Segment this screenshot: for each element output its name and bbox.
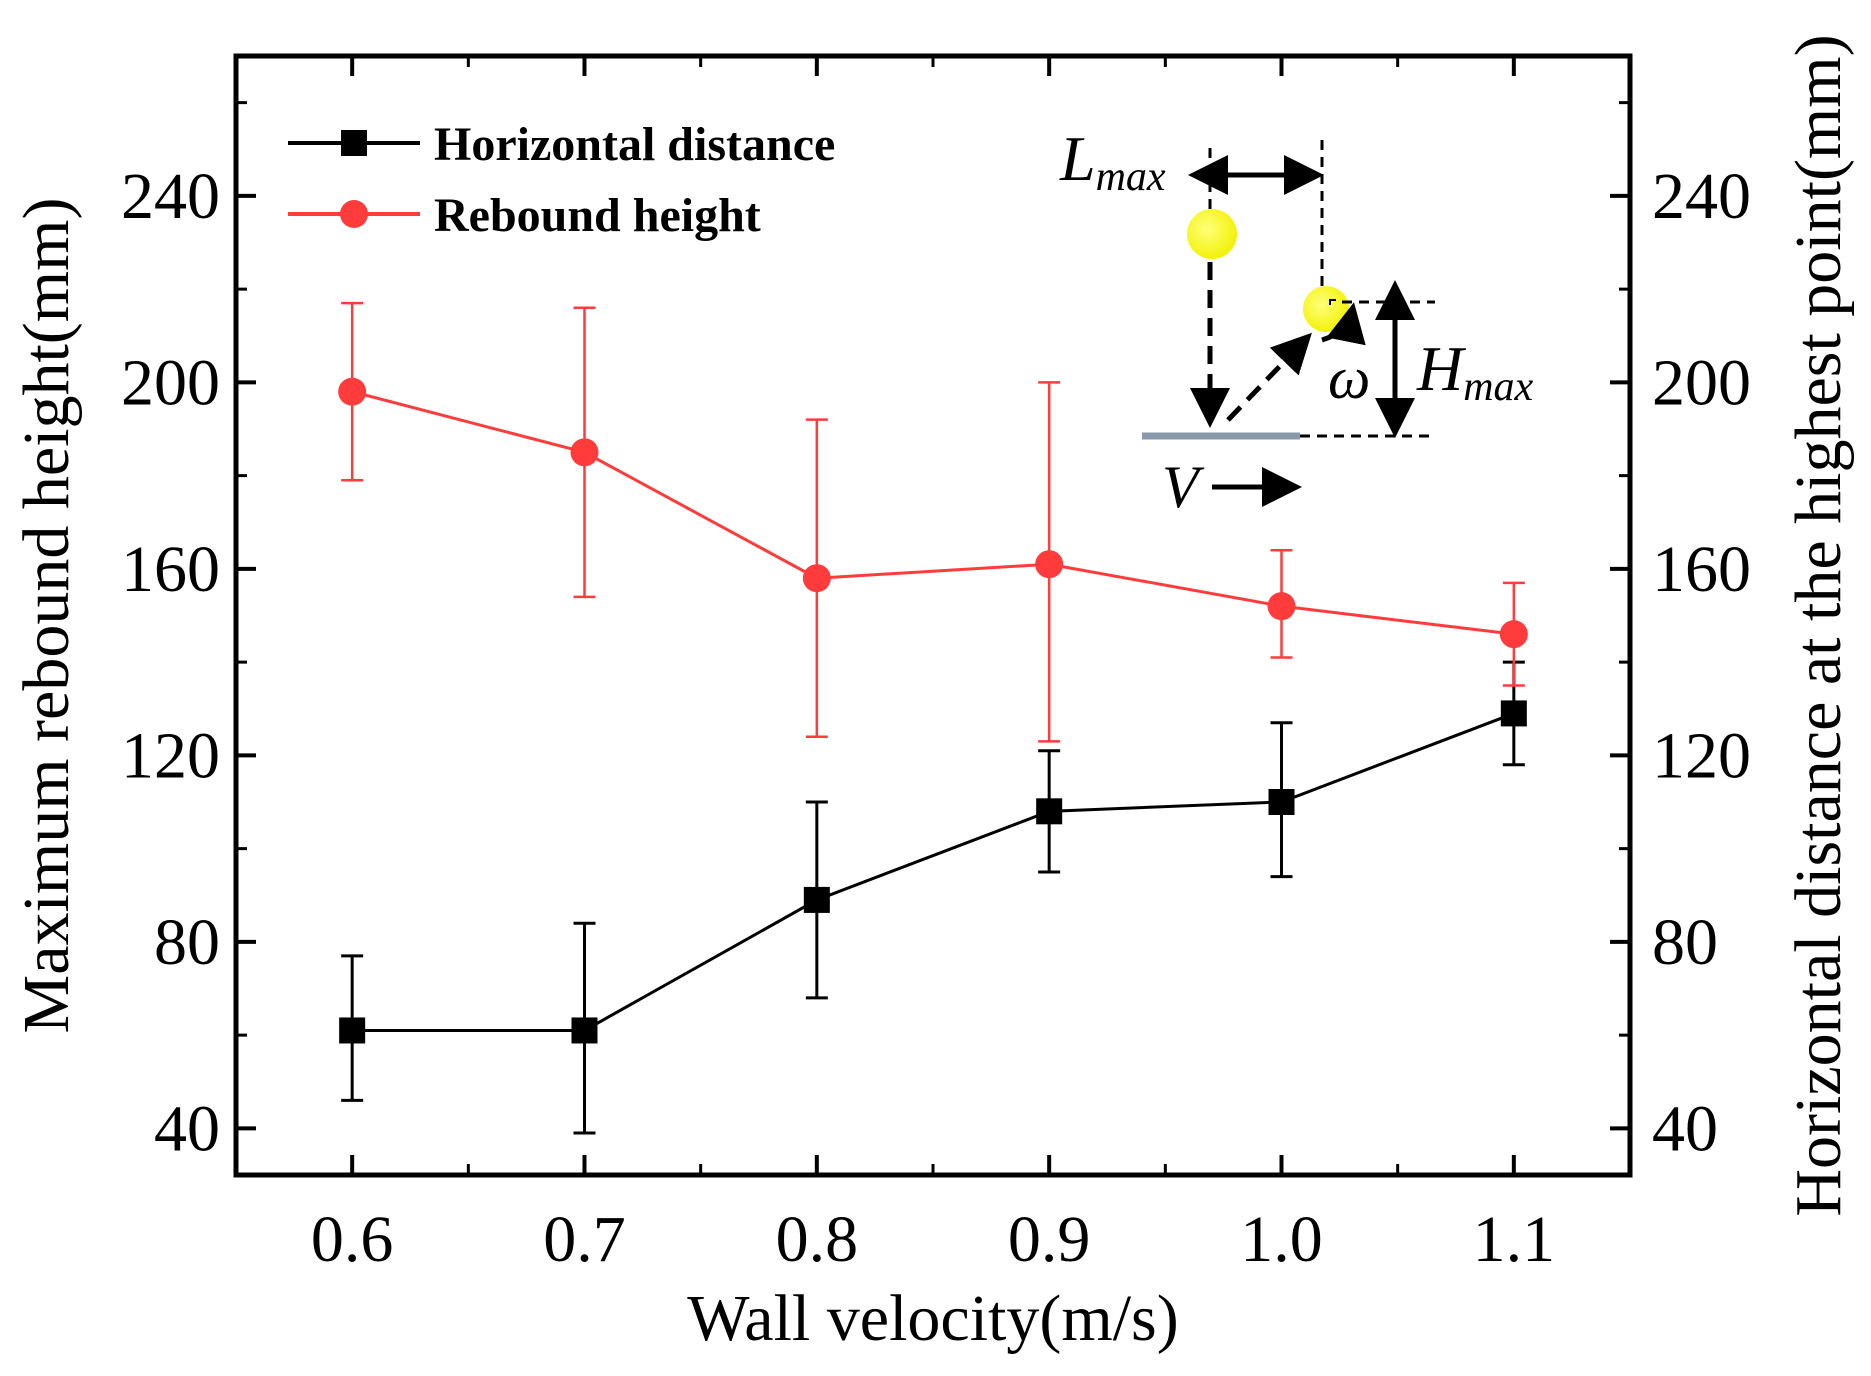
- data-point-rebound-height: [338, 377, 367, 406]
- inset-lmax-label: Lmax: [1059, 123, 1166, 200]
- legend-label-horizontal-distance: Horizontal distance: [434, 118, 835, 171]
- y-tick-label-left: 200: [121, 346, 220, 419]
- x-tick-label: 0.9: [1008, 1203, 1091, 1276]
- inset-rebound-arrow: [1226, 332, 1312, 422]
- legend-marker-horizontal-distance: [341, 130, 367, 156]
- x-tick-label: 0.6: [311, 1203, 394, 1276]
- y-tick-label-right: 200: [1652, 346, 1751, 419]
- data-point-horizontal-distance: [339, 1017, 366, 1044]
- legend-marker-rebound-height: [340, 200, 368, 228]
- y-tick-label-left: 160: [121, 533, 220, 606]
- y-tick-label-left: 240: [121, 160, 220, 233]
- y-tick-label-left: 80: [154, 906, 220, 979]
- inset-ball-rebound: [1303, 286, 1349, 332]
- inset-omega-label: ω: [1328, 345, 1370, 411]
- series-rebound-height: [338, 301, 1528, 743]
- y-tick-label-right: 160: [1652, 533, 1751, 606]
- y-tick-label-right: 240: [1652, 160, 1751, 233]
- x-tick-label: 0.7: [543, 1203, 626, 1276]
- inset-velocity-label: V: [1162, 454, 1205, 520]
- inset-diagram: Lmax Hmax ω V: [1059, 123, 1534, 520]
- y-tick-label-left: 40: [154, 1092, 220, 1165]
- x-tick-label: 1.0: [1240, 1203, 1323, 1276]
- y-tick-label-right: 120: [1652, 719, 1751, 792]
- y-tick-label-right: 40: [1652, 1092, 1718, 1165]
- axes-layer: 0.6 0.7 0.8 0.9 1.0 1.1 40 40 80 80 120 120 160 160 20…: [10, 34, 1855, 1355]
- y-axis-title-left: Maximum rebound height(mm): [10, 198, 83, 1034]
- x-tick-label: 0.8: [776, 1203, 859, 1276]
- data-point-horizontal-distance: [1500, 700, 1527, 727]
- legend-label-rebound-height: Rebound height: [434, 189, 761, 242]
- y-tick-label-right: 80: [1652, 906, 1718, 979]
- x-axis-title: Wall velocity(m/s): [687, 1282, 1178, 1355]
- series-line-rebound-height: [351, 390, 1515, 636]
- data-point-rebound-height: [570, 438, 599, 467]
- data-point-horizontal-distance: [803, 886, 830, 913]
- data-point-horizontal-distance: [1268, 789, 1295, 815]
- y-axis-title-right: Horizontal distance at the highest point…: [1782, 34, 1855, 1216]
- inset-hmax-label: Hmax: [1416, 333, 1534, 410]
- inset-ball-top: [1187, 209, 1237, 259]
- data-point-horizontal-distance: [1036, 798, 1063, 825]
- data-point-rebound-height: [802, 564, 831, 593]
- x-tick-label: 1.1: [1473, 1203, 1556, 1276]
- data-point-horizontal-distance: [571, 1017, 598, 1044]
- series-line-horizontal-distance: [352, 712, 1515, 1032]
- data-point-rebound-height: [1035, 550, 1064, 579]
- data-point-rebound-height: [1267, 592, 1296, 621]
- legend: Horizontal distance Rebound height: [288, 118, 835, 242]
- inset-spin-arrow: [1321, 302, 1366, 346]
- data-point-rebound-height: [1499, 620, 1528, 649]
- series-layer: [338, 301, 1528, 1135]
- y-tick-label-left: 120: [121, 719, 220, 792]
- series-horizontal-distance: [339, 660, 1527, 1135]
